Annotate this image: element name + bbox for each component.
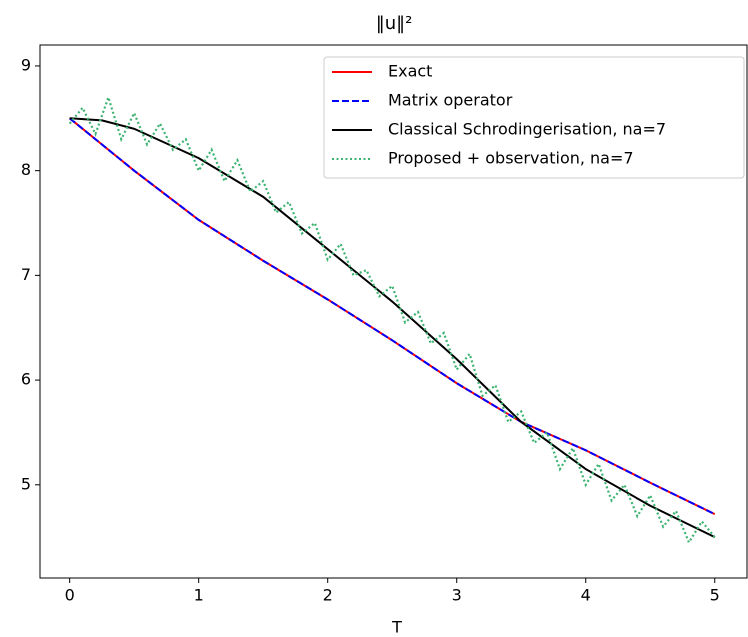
- y-tick-label: 8: [21, 160, 31, 179]
- x-tick-label: 3: [452, 586, 462, 605]
- x-axis-label: T: [391, 618, 402, 637]
- series-line: [69, 117, 716, 539]
- legend-label: Matrix operator: [388, 91, 513, 110]
- y-tick-label: 5: [21, 474, 31, 493]
- x-tick-label: 0: [65, 586, 75, 605]
- y-tick-label: 6: [21, 370, 31, 389]
- legend-label: Classical Schrodingerisation, na=7: [388, 120, 666, 139]
- y-tick-label: 9: [21, 55, 31, 74]
- chart-title: ‖u‖²: [376, 13, 413, 34]
- y-tick-label: 7: [21, 265, 31, 284]
- plot-frame: [39, 44, 748, 579]
- legend-label: Proposed + observation, na=7: [388, 149, 634, 168]
- series-line: [68, 93, 716, 545]
- series-line: [69, 117, 716, 516]
- legend-box: [323, 56, 745, 179]
- legend-label: Exact: [388, 62, 432, 81]
- x-tick-label: 2: [323, 586, 333, 605]
- x-tick-label: 1: [194, 586, 204, 605]
- x-tick-label: 5: [710, 586, 720, 605]
- x-tick-label: 4: [581, 586, 591, 605]
